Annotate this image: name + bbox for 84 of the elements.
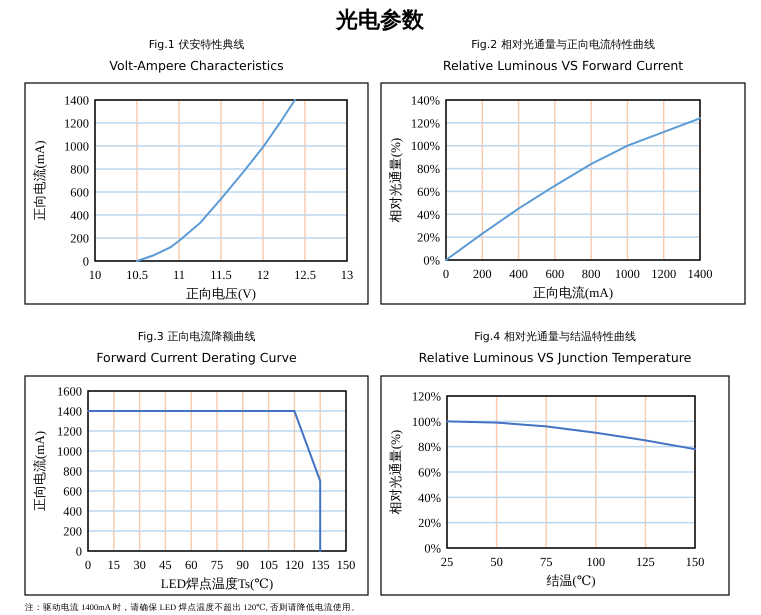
x-tick-label: 75 — [540, 555, 552, 569]
y-tick-label: 1400 — [57, 404, 82, 418]
x-tick-label: 25 — [440, 555, 454, 569]
text: 注：驱动电流 1400mA 时，请确保 LED 焊点温度不超出 120℃, 否则请降低电流使用。 — [25, 602, 360, 612]
chart-title: Fig.1 伏安特性典线 — [148, 38, 244, 51]
x-tick-label: 125 — [636, 555, 655, 569]
x-tick-label: 200 — [472, 267, 492, 281]
x-tick-label: 15 — [108, 558, 120, 572]
y-tick-label: 20% — [418, 516, 441, 530]
x-tick-label: 120 — [285, 558, 304, 572]
y-tick-label: 1200 — [57, 424, 82, 438]
x-tick-label: 45 — [159, 558, 172, 572]
chart-subtitle: Relative Luminous VS Junction Temperature — [418, 350, 692, 365]
chart-title: Fig.2 相对光通量与正向电流特性曲线 — [471, 38, 655, 51]
x-tick-label: 400 — [509, 267, 528, 281]
x-axis-title: 正向电流(mA) — [532, 285, 614, 300]
x-tick-label: 600 — [545, 267, 564, 281]
chart-title: Fig.3 正向电流降额曲线 — [138, 330, 256, 343]
x-tick-label: 150 — [686, 555, 704, 569]
y-tick-label: 100% — [412, 414, 441, 429]
y-axis-title: 相对光通量(%) — [388, 430, 403, 514]
x-tick-label: 1200 — [651, 267, 676, 281]
y-tick-label: 1400 — [64, 94, 89, 108]
y-axis-title: 正向电流(mA) — [32, 140, 47, 221]
x-tick-label: 30 — [133, 558, 146, 572]
text: 光电参数 — [335, 8, 425, 33]
x-tick-label: 12 — [256, 268, 270, 282]
y-tick-label: 0% — [423, 254, 440, 268]
y-tick-label: 1200 — [64, 116, 89, 130]
chart-subtitle: Volt-Ampere Characteristics — [109, 58, 284, 73]
y-tick-label: 80% — [418, 440, 441, 454]
x-tick-label: 11.5 — [210, 268, 232, 282]
x-tick-label: 800 — [582, 267, 601, 281]
x-tick-label: 1000 — [614, 267, 640, 281]
x-tick-label: 0 — [442, 267, 450, 281]
x-axis-title: 正向电压(V) — [186, 286, 256, 301]
x-tick-label: 1400 — [688, 267, 712, 281]
x-tick-label: 60 — [184, 558, 198, 572]
y-tick-label: 800 — [63, 464, 82, 478]
y-tick-label: 60% — [417, 184, 440, 199]
y-tick-label: 100% — [410, 139, 440, 154]
x-tick-label: 150 — [336, 558, 356, 572]
y-tick-label: 40% — [418, 490, 441, 505]
y-tick-label: 600 — [70, 186, 89, 200]
y-tick-label: 120% — [410, 116, 440, 130]
line-series — [136, 99, 296, 262]
y-tick-label: 0 — [82, 254, 89, 268]
x-axis-title: LED焊点温度Ts(℃) — [160, 576, 274, 591]
x-tick-label: 12.5 — [294, 268, 316, 282]
y-tick-label: 1600 — [57, 384, 82, 398]
x-tick-label: 90 — [236, 558, 250, 572]
y-tick-label: 20% — [417, 230, 440, 245]
y-tick-label: 400 — [70, 208, 89, 222]
y-tick-label: 120% — [412, 390, 441, 404]
y-tick-label: 80% — [417, 162, 440, 176]
y-axis-title: 正向电流(mA) — [32, 430, 47, 512]
line-series — [445, 117, 701, 261]
x-axis-title: 结温(℃) — [546, 573, 596, 588]
chart-title: Fig.4 相对光通量与结温特性曲线 — [474, 330, 636, 343]
x-tick-label: 50 — [490, 555, 503, 569]
y-tick-label: 200 — [70, 232, 89, 246]
y-tick-label: 140% — [410, 94, 440, 108]
y-tick-label: 40% — [417, 208, 440, 222]
x-tick-label: 10.5 — [126, 268, 148, 282]
chart-subtitle: Forward Current Derating Curve — [96, 350, 297, 365]
chart-subtitle: Relative Luminous VS Forward Current — [442, 58, 684, 73]
y-tick-label: 800 — [70, 162, 89, 176]
y-tick-label: 200 — [63, 524, 82, 538]
x-tick-label: 135 — [310, 558, 330, 572]
y-tick-label: 1000 — [64, 140, 89, 154]
x-tick-label: 105 — [259, 558, 278, 572]
y-tick-label: 0% — [424, 542, 441, 556]
y-tick-label: 400 — [63, 504, 82, 518]
x-tick-label: 11 — [172, 268, 186, 282]
y-tick-label: 0 — [76, 544, 82, 558]
x-tick-label: 10 — [88, 268, 102, 282]
x-tick-label: 100 — [586, 555, 606, 569]
line-series — [446, 420, 696, 450]
y-tick-label: 1000 — [57, 444, 82, 458]
y-tick-label: 600 — [63, 484, 82, 498]
y-axis-title: 相对光通量(%) — [388, 138, 403, 222]
x-tick-label: 75 — [210, 558, 224, 572]
y-tick-label: 60% — [418, 466, 441, 480]
x-tick-label: 13 — [340, 268, 354, 282]
